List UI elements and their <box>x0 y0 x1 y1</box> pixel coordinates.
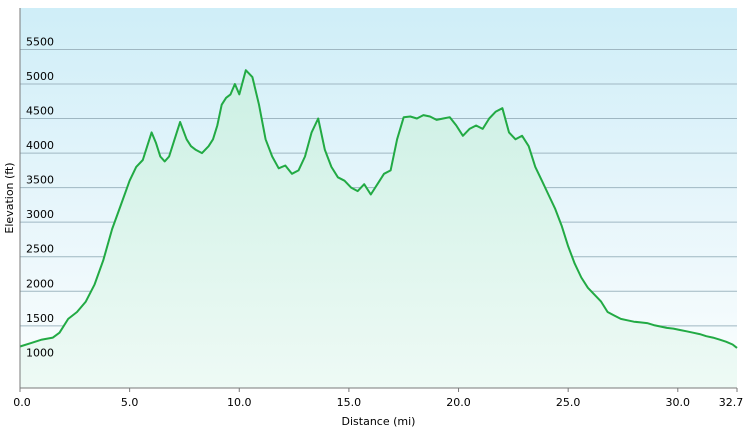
y-tick-label: 1000 <box>26 346 54 359</box>
y-tick-label: 3500 <box>26 174 54 187</box>
y-tick-label: 5000 <box>26 70 54 83</box>
x-tick-label: 5.0 <box>121 396 139 409</box>
y-tick-label: 1500 <box>26 312 54 325</box>
x-tick-label: 10.0 <box>227 396 252 409</box>
x-tick-label: 20.0 <box>446 396 471 409</box>
elevation-line <box>19 69 738 349</box>
y-tick-label: 4500 <box>26 105 54 118</box>
y-tick-label: 2500 <box>26 243 54 256</box>
y-tick-label: 3000 <box>26 208 54 221</box>
x-tick-label: 25.0 <box>556 396 581 409</box>
x-tick-label: 15.0 <box>337 396 362 409</box>
x-axis-ticks: 0.0 5.0 10.0 15.0 20.0 25.0 30.0 32.7 <box>13 388 743 409</box>
x-tick-label: 30.0 <box>666 396 691 409</box>
x-tick-label: 0.0 <box>13 396 31 409</box>
y-axis-ticks: 1000 1500 2000 2500 3000 3500 4000 4500 5000 5500 <box>26 35 54 359</box>
x-axis-title: Distance (mi) <box>342 415 416 428</box>
y-tick-label: 2000 <box>26 277 54 290</box>
y-tick-label: 5500 <box>26 35 54 48</box>
elevation-area-fill <box>20 70 737 388</box>
y-axis-title: Elevation (ft) <box>3 162 16 233</box>
y-tick-label: 4000 <box>26 139 54 152</box>
x-tick-label: 32.7 <box>719 396 744 409</box>
